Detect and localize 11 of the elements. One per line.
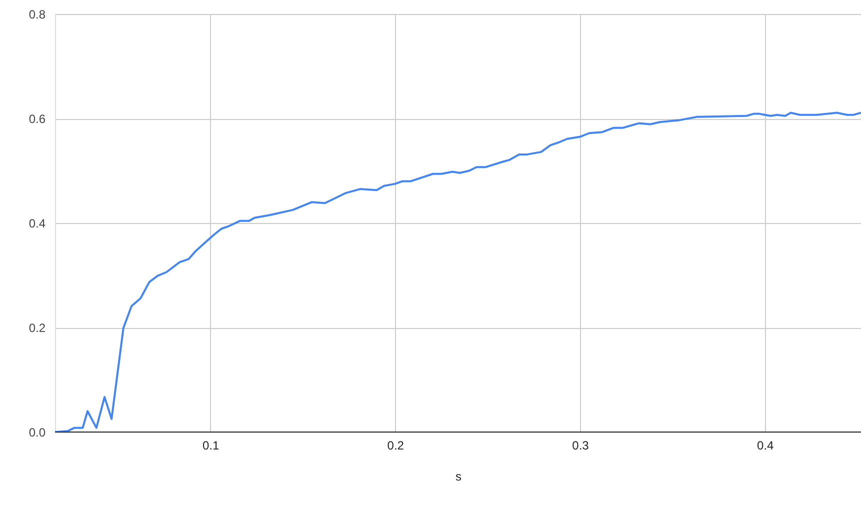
y-tick-label: 0.2 xyxy=(28,321,46,335)
y-tick-label: 0.0 xyxy=(28,426,46,440)
x-tick-label: 0.4 xyxy=(757,438,774,452)
x-tick-label: 0.3 xyxy=(572,438,590,452)
y-tick-label: 0.6 xyxy=(28,112,46,126)
x-tick-label: 0.1 xyxy=(202,438,220,452)
y-tick-label: 0.8 xyxy=(28,8,46,22)
line-series xyxy=(55,112,861,432)
x-axis-title: s xyxy=(456,470,462,484)
x-tick-label: 0.2 xyxy=(387,438,404,452)
y-tick-label: 0.4 xyxy=(28,216,46,230)
